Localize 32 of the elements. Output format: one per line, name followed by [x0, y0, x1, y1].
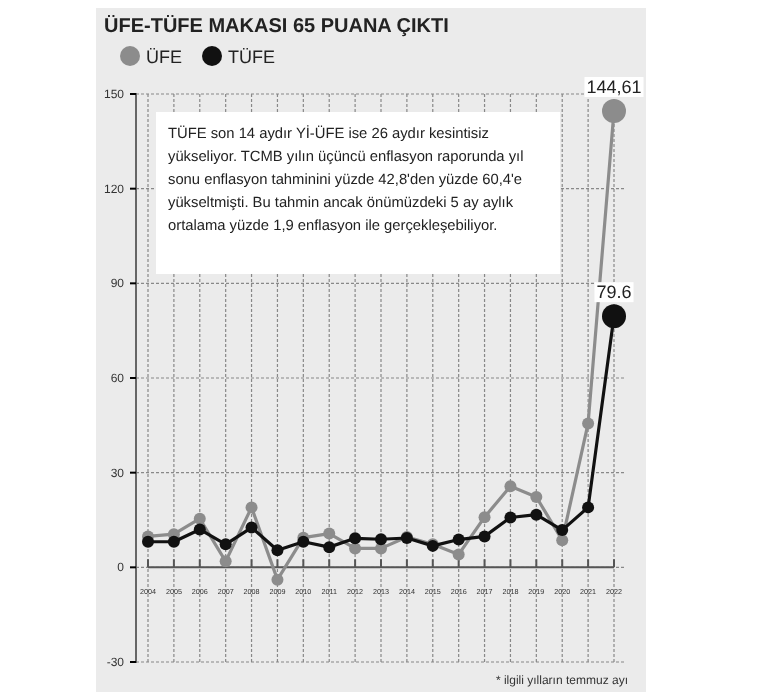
point: [556, 534, 569, 547]
point: [504, 480, 517, 493]
point: [245, 521, 258, 534]
point: [375, 533, 387, 546]
data-label: 79.6: [596, 282, 632, 303]
point: [193, 523, 206, 536]
point: [556, 524, 569, 537]
point: [504, 511, 517, 524]
point: [452, 548, 465, 561]
point: [245, 501, 258, 514]
point: [323, 541, 336, 554]
legend-label: ÜFE: [146, 47, 182, 67]
point: [478, 530, 491, 543]
point: [478, 511, 491, 524]
chart-title: ÜFE-TÜFE MAKASI 65 PUANA ÇIKTI: [104, 14, 450, 38]
point: [452, 533, 465, 546]
point: [219, 555, 232, 568]
point: [271, 544, 284, 557]
point: [323, 527, 336, 540]
point: [530, 490, 543, 503]
point: [349, 532, 362, 545]
point: [582, 501, 595, 514]
point: [349, 542, 362, 555]
point: [193, 512, 206, 525]
point: [530, 508, 543, 521]
legend-label: TÜFE: [228, 47, 275, 67]
point: [219, 538, 232, 551]
point: [271, 573, 284, 586]
point: [167, 535, 180, 548]
point: [142, 535, 154, 548]
data-label: 144,61: [586, 77, 642, 98]
point: [582, 417, 595, 430]
